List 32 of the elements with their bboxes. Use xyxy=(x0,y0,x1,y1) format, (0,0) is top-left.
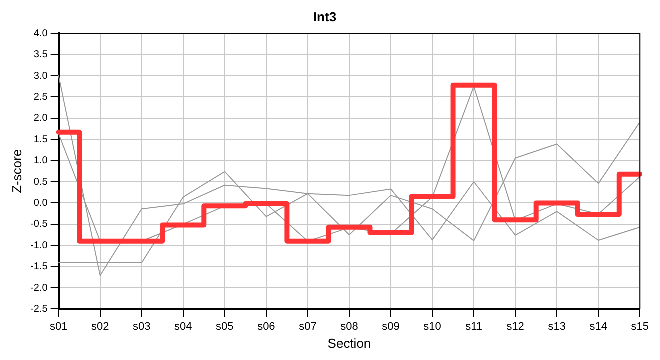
y-tick-label: 4.0 xyxy=(34,28,48,40)
x-tick-label: s14 xyxy=(590,320,608,333)
x-tick-label: s13 xyxy=(548,320,566,333)
x-tick-label: s04 xyxy=(174,320,192,333)
x-tick-label: s03 xyxy=(133,320,151,333)
x-tick-label: s05 xyxy=(216,320,234,333)
x-tick-label: s08 xyxy=(340,320,358,333)
x-tick-label: s12 xyxy=(506,320,524,333)
y-tick-label: 1.0 xyxy=(34,156,48,167)
x-tick-label: s10 xyxy=(424,320,442,333)
y-tick-label: 0.0 xyxy=(34,198,48,209)
y-tick-label: -2.0 xyxy=(30,282,48,294)
y-tick-label: -2.5 xyxy=(30,304,48,315)
y-tick-label: -1.0 xyxy=(30,240,48,252)
y-tick-label: 0.5 xyxy=(34,176,48,188)
y-tick-label: 2.0 xyxy=(34,113,48,124)
y-tick-label: 1.5 xyxy=(34,134,48,146)
y-tick-label: 2.5 xyxy=(34,92,48,103)
x-tick-label: s15 xyxy=(631,320,650,333)
x-tick-label: s06 xyxy=(258,320,276,333)
y-axis-title: Z-score xyxy=(9,149,24,194)
y-tick-label: -0.5 xyxy=(30,219,48,230)
x-tick-label: s01 xyxy=(50,320,68,333)
x-axis-title: Section xyxy=(328,336,372,351)
x-tick-label: s07 xyxy=(299,320,317,333)
x-tick-label: s09 xyxy=(382,320,400,333)
x-tick-label: s02 xyxy=(91,320,110,333)
y-tick-label: 3.5 xyxy=(34,50,48,61)
chart-title: Int3 xyxy=(313,9,337,24)
y-tick-label: -1.5 xyxy=(30,262,48,273)
x-tick-label: s11 xyxy=(466,320,483,333)
y-tick-label: 3.0 xyxy=(34,70,48,82)
